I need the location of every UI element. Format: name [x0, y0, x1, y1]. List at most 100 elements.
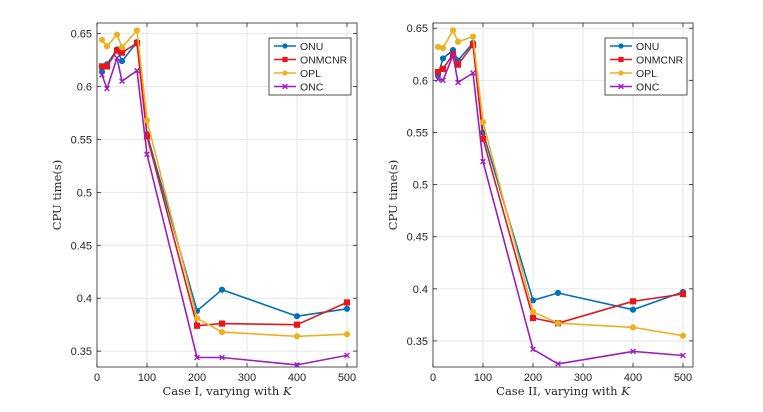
- y-tick-label: 0.55: [71, 134, 92, 146]
- x-tick-label: 500: [338, 372, 356, 384]
- y-tick-label: 0.65: [71, 29, 92, 41]
- data-point: [219, 354, 225, 361]
- data-point: [133, 40, 141, 47]
- y-axis-label: CPU time(s): [50, 160, 64, 231]
- data-point: [134, 67, 140, 74]
- data-point: [98, 63, 106, 70]
- y-tick-label: 0.4: [77, 293, 92, 305]
- chart-panel-1: 0 100 200 300 400 500 0.35 0.4 0.45 0.5 0.55 0.6 0.6…: [50, 22, 358, 398]
- x-axis-label: Case I, varying with K: [162, 384, 293, 398]
- legend-marker: [618, 56, 624, 63]
- data-point: [98, 36, 106, 44]
- series-opl: [434, 27, 687, 339]
- x-axis-label-text: Case II, varying with: [496, 384, 621, 398]
- legend-marker: [282, 83, 288, 90]
- data-point: [343, 331, 351, 338]
- y-tick-label: 0.4: [413, 284, 428, 296]
- data-point: [679, 290, 687, 298]
- legend-item-opl: OPL: [610, 68, 657, 80]
- data-point: [449, 27, 457, 34]
- data-point: [454, 38, 462, 45]
- data-point: [114, 55, 120, 61]
- data-point: [629, 324, 637, 331]
- y-tick-label: 0.6: [413, 75, 428, 87]
- data-point: [118, 44, 126, 51]
- legend-item-onc: ONC: [274, 81, 324, 93]
- data-point: [118, 58, 126, 65]
- data-point: [439, 55, 447, 62]
- data-point: [555, 360, 561, 367]
- x-tick-label: 100: [138, 372, 156, 384]
- data-point: [104, 85, 110, 92]
- data-point: [119, 78, 125, 85]
- plot-frame: [432, 22, 694, 368]
- data-point: [455, 79, 461, 86]
- legend-marker: [618, 70, 624, 76]
- y-tick-label: 0.35: [71, 346, 92, 358]
- data-point: [113, 47, 121, 54]
- series-onmcnr: [98, 40, 351, 329]
- legend-item-onmcnr: ONMCNR: [610, 54, 684, 66]
- legend-label: ONU: [300, 41, 323, 53]
- data-point: [293, 333, 301, 340]
- y-tick-label: 0.5: [77, 187, 92, 199]
- data-point: [193, 315, 201, 322]
- data-point: [554, 289, 562, 297]
- data-point: [679, 332, 687, 339]
- legend-item-onu: ONU: [610, 41, 659, 53]
- x-tick-label: 300: [574, 372, 592, 384]
- data-point: [103, 63, 111, 70]
- series-onc: [99, 55, 350, 368]
- data-point: [143, 117, 151, 124]
- chart-panel-2: 0 100 200 300 400 500 0.35 0.4 0.45 0.5 0.55 0.6 0.6…: [386, 22, 694, 398]
- data-point: [343, 305, 351, 312]
- series-line: [102, 42, 348, 327]
- legend-item-onc: ONC: [610, 81, 660, 93]
- plot-frame: [96, 22, 358, 368]
- data-point: [144, 151, 150, 158]
- legend-marker: [282, 70, 288, 76]
- data-point: [629, 306, 637, 313]
- data-point: [118, 49, 126, 56]
- legend-marker: [618, 83, 624, 90]
- y-tick-label: 0.65: [407, 23, 428, 35]
- x-axis-label-variable: K: [620, 384, 631, 398]
- x-tick-label: 500: [674, 372, 692, 384]
- data-point: [434, 43, 442, 51]
- legend-item-opl: OPL: [274, 68, 321, 80]
- data-point: [439, 44, 447, 52]
- x-axis-label: Case II, varying with K: [496, 384, 631, 398]
- data-point: [99, 71, 105, 78]
- legend-item-onmcnr: ONMCNR: [274, 54, 348, 66]
- legend-label: ONMCNR: [300, 54, 348, 66]
- data-point: [629, 298, 637, 305]
- data-point: [293, 321, 301, 328]
- y-tick-label: 0.35: [407, 336, 428, 348]
- legend-label: ONMCNR: [636, 54, 684, 66]
- legend-label: ONU: [636, 41, 659, 53]
- data-point: [294, 361, 300, 368]
- data-point: [343, 299, 351, 306]
- data-point: [530, 346, 536, 353]
- x-axis-label-text: Case I, varying with: [162, 384, 283, 398]
- x-tick-label: 100: [474, 372, 492, 384]
- series-opl: [98, 27, 351, 340]
- legend-label: OPL: [300, 68, 321, 80]
- legend-box: [268, 37, 352, 96]
- data-point: [470, 70, 476, 76]
- series-line: [101, 57, 348, 366]
- data-point: [454, 61, 462, 68]
- data-point: [218, 320, 226, 327]
- data-point: [529, 314, 537, 322]
- legend-label: ONC: [300, 81, 324, 93]
- series-onc: [435, 52, 686, 367]
- series-line: [437, 29, 684, 337]
- data-point: [440, 77, 446, 84]
- y-tick-label: 0.6: [77, 82, 92, 94]
- data-point: [439, 65, 447, 72]
- data-point: [218, 328, 226, 336]
- y-axis-label: CPU time(s): [386, 160, 400, 231]
- legend-label: ONC: [636, 81, 660, 93]
